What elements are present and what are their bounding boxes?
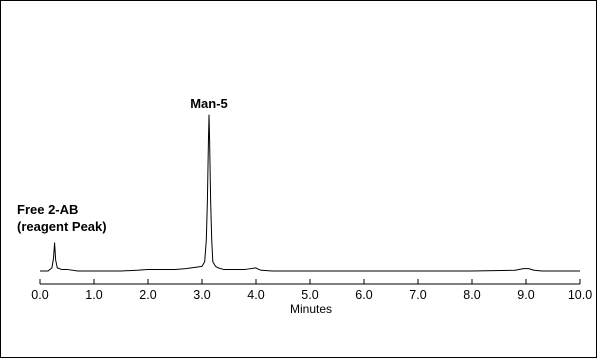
x-axis: 0.0 1.0 2.0 3.0 4.0 5.0 6.0 7.0 8.0 9.0 10.0: [31, 279, 592, 302]
x-tick-label: 7.0: [409, 288, 426, 302]
x-tick-label: 1.0: [85, 288, 102, 302]
peak-annotation: (reagent Peak): [17, 219, 107, 234]
peak-annotation: Free 2-AB: [17, 202, 78, 217]
x-tick-label: 8.0: [463, 288, 480, 302]
x-tick-label: 0.0: [31, 288, 48, 302]
x-tick-label: 2.0: [139, 288, 156, 302]
chromatogram-trace: [40, 114, 580, 272]
x-tick-label: 10.0: [568, 288, 592, 302]
series-group: [40, 114, 580, 272]
x-axis-title: Minutes: [290, 302, 332, 316]
x-tick-label: 9.0: [517, 288, 534, 302]
x-tick-label: 4.0: [247, 288, 264, 302]
peak-annotation: Man-5: [190, 96, 228, 111]
x-tick-label: 6.0: [355, 288, 372, 302]
x-tick-label: 3.0: [193, 288, 210, 302]
x-tick-label: 5.0: [301, 288, 318, 302]
annotation-group: Man-5 Free 2-AB (reagent Peak): [17, 96, 228, 234]
